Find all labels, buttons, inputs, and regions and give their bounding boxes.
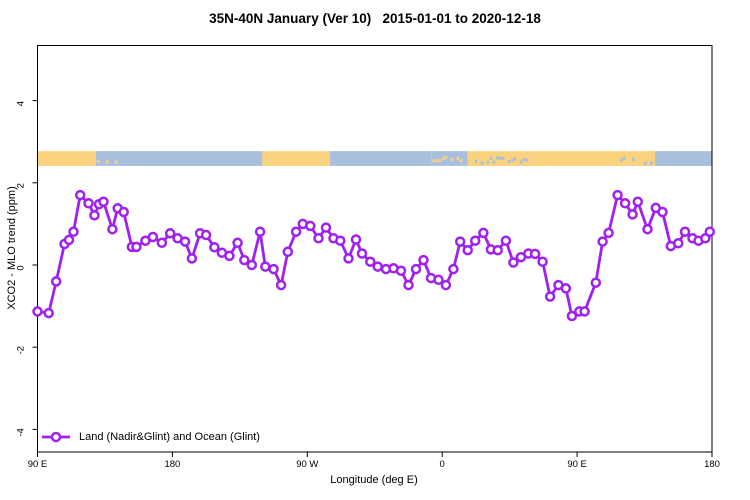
data-point — [544, 291, 556, 302]
data-point — [679, 226, 691, 237]
data-point — [448, 263, 459, 275]
data-point — [254, 226, 266, 237]
data-point — [232, 237, 243, 249]
svg-text:2: 2 — [16, 183, 27, 188]
data-point — [282, 246, 294, 258]
data-point — [43, 307, 54, 319]
legend: Land (Nadir&Glint) and Ocean (Glint) — [41, 430, 260, 444]
data-point — [440, 279, 452, 291]
legend-line-marker-icon — [42, 431, 70, 443]
data-point — [395, 265, 407, 276]
data-point — [147, 231, 159, 243]
data-point — [63, 234, 75, 246]
x-axis: 90 E 180 90 W 0 90 E 180 — [28, 452, 720, 470]
data-point — [224, 250, 235, 262]
data-point — [500, 235, 512, 246]
legend-label: Land (Nadir&Glint) and Ocean (Glint) — [79, 431, 260, 443]
x-axis-title: Longitude (deg E) — [330, 474, 418, 486]
data-point — [632, 196, 644, 207]
data-point — [200, 229, 212, 241]
data-point — [627, 209, 638, 220]
svg-text:180: 180 — [164, 459, 180, 470]
data-point — [179, 236, 191, 247]
y-axis: 4 2 0 -2 -4 — [16, 100, 38, 437]
data-point — [410, 263, 422, 275]
data-point — [50, 276, 62, 287]
data-point — [290, 226, 302, 237]
svg-text:0: 0 — [16, 265, 27, 270]
data-point — [492, 244, 503, 256]
plot-border — [37, 45, 713, 453]
svg-text:90 E: 90 E — [28, 459, 48, 470]
data-point — [657, 206, 668, 218]
chart-title: 35N-40N January (Ver 10) 2015-01-01 to 2… — [209, 11, 541, 26]
data-point — [335, 235, 346, 246]
data-point — [156, 237, 168, 249]
data-point — [313, 233, 324, 244]
data-point — [462, 244, 473, 256]
data-series — [32, 189, 716, 322]
data-point — [356, 248, 368, 259]
data-point — [343, 253, 354, 264]
data-point — [433, 274, 444, 286]
data-point — [164, 228, 176, 239]
y-axis-title: XCO2 - MLO trend (ppm) — [6, 186, 18, 310]
data-point — [32, 306, 43, 317]
data-point — [246, 259, 258, 271]
map-band — [37, 151, 712, 166]
data-point — [239, 254, 250, 266]
data-point — [260, 261, 271, 272]
data-point — [320, 222, 332, 233]
data-point — [275, 279, 287, 291]
data-point — [89, 210, 100, 221]
data-point — [673, 237, 684, 249]
data-point — [98, 196, 109, 207]
data-point — [454, 236, 466, 247]
data-point — [403, 279, 414, 291]
svg-text:90 W: 90 W — [296, 459, 318, 470]
data-point — [704, 226, 716, 237]
data-point — [566, 310, 578, 322]
data-point — [597, 236, 608, 247]
data-point — [186, 253, 198, 264]
data-point — [642, 223, 653, 235]
data-point — [131, 241, 142, 253]
data-point — [537, 256, 548, 267]
data-point — [603, 227, 614, 239]
data-point — [305, 220, 316, 232]
data-point — [74, 189, 86, 201]
data-point — [418, 254, 429, 266]
data-point — [372, 261, 383, 272]
data-point — [107, 223, 118, 235]
data-point — [579, 306, 590, 317]
data-point — [365, 256, 376, 267]
data-point — [478, 227, 489, 239]
data-point — [469, 235, 481, 246]
data-point — [118, 206, 129, 218]
svg-text:4: 4 — [16, 101, 27, 106]
data-point — [350, 234, 362, 245]
svg-text:90 E: 90 E — [567, 459, 587, 470]
data-point — [560, 283, 572, 294]
data-point — [619, 198, 631, 209]
data-point — [209, 242, 220, 253]
data-point — [612, 189, 623, 201]
data-point — [83, 198, 94, 209]
data-point — [268, 263, 279, 275]
svg-text:-2: -2 — [16, 346, 27, 354]
svg-text:-4: -4 — [16, 428, 27, 436]
svg-text:180: 180 — [704, 459, 720, 470]
data-point — [529, 248, 541, 260]
svg-text:0: 0 — [440, 459, 445, 470]
data-point — [68, 226, 79, 237]
data-point — [590, 277, 602, 288]
data-point — [508, 257, 519, 268]
